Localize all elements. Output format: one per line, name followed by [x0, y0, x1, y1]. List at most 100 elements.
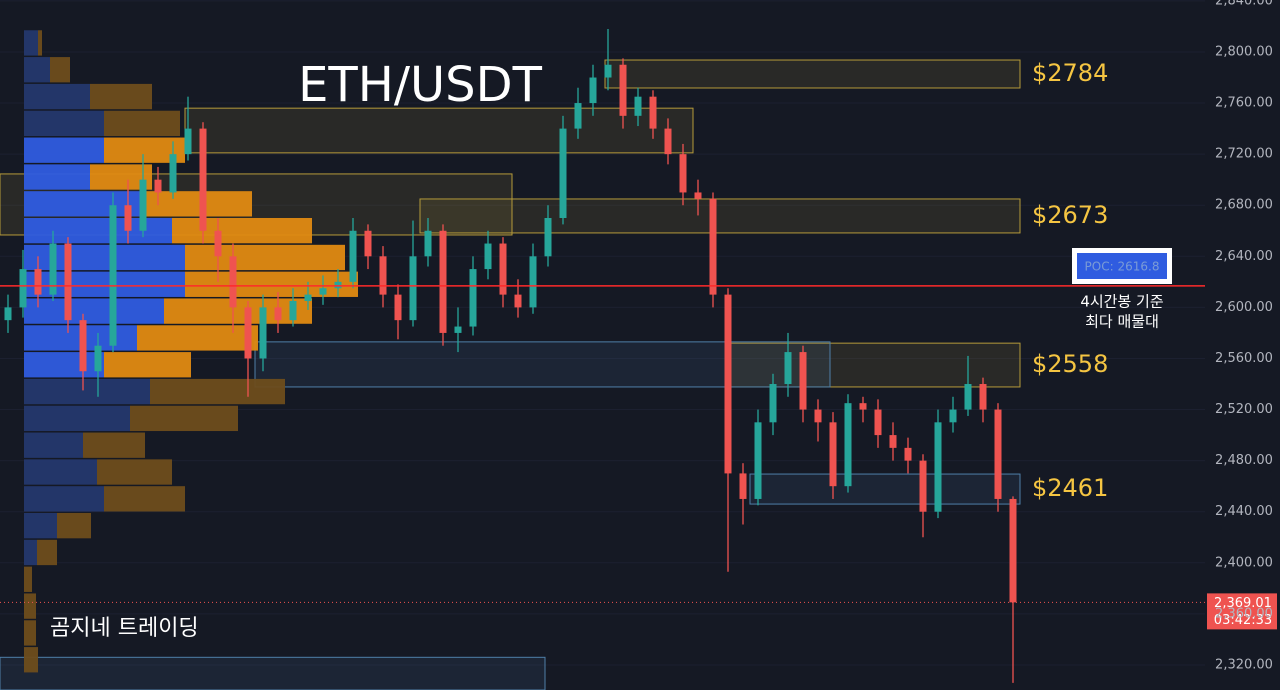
candles	[4, 28, 1017, 683]
zone	[254, 341, 831, 388]
profile-sell	[38, 30, 42, 56]
y-tick-label: 2,560.00	[1215, 351, 1273, 366]
candle-body	[544, 217, 552, 257]
profile-sell	[172, 217, 312, 244]
volume-profile	[24, 30, 358, 673]
profile-sell	[37, 539, 57, 566]
poc-note: 4시간봉 기준	[1080, 293, 1164, 311]
candle-body	[664, 128, 672, 155]
poc-label: POC: 2616.8	[1085, 260, 1160, 274]
profile-sell	[50, 57, 70, 83]
candle-body	[394, 294, 402, 321]
candle-body	[214, 230, 222, 257]
poc-box-inner	[1077, 253, 1167, 279]
y-tick-label: 2,400.00	[1215, 555, 1273, 570]
profile-buy	[24, 486, 104, 512]
zone-label: $2784	[1032, 59, 1108, 87]
candle-body	[484, 243, 492, 270]
profile-sell	[146, 191, 252, 217]
candle-body	[319, 288, 327, 295]
candle-body	[514, 294, 522, 308]
y-tick-label: 2,840.00	[1215, 0, 1273, 8]
candle-body	[739, 473, 747, 499]
candle-body	[34, 269, 42, 295]
candle-body	[139, 179, 147, 231]
last-price-label: 2,369.01	[1214, 596, 1272, 611]
candle-body	[499, 243, 507, 295]
zone	[184, 107, 694, 154]
zone-label: $2461	[1032, 474, 1108, 502]
candle-body	[274, 307, 282, 321]
profile-buy	[24, 244, 185, 271]
candle-body	[529, 256, 537, 308]
candle-body	[799, 352, 807, 410]
y-tick-label: 2,600.00	[1215, 300, 1273, 315]
profile-sell	[24, 593, 36, 619]
profile-sell	[57, 512, 91, 539]
candle-body	[1009, 498, 1017, 603]
profile-sell	[83, 432, 145, 458]
candle-body	[169, 154, 177, 193]
profile-buy	[24, 512, 57, 539]
candle-body	[949, 409, 957, 423]
profile-sell	[24, 620, 36, 646]
zone-label: $2673	[1032, 201, 1108, 229]
candle-body	[754, 422, 762, 499]
profile-buy	[24, 352, 104, 378]
candle-body	[49, 243, 57, 295]
candle-body	[589, 77, 597, 104]
candle-body	[964, 384, 972, 410]
candle-body	[469, 269, 477, 327]
y-tick-label: 2,320.00	[1215, 657, 1273, 672]
y-tick-label: 2,480.00	[1215, 453, 1273, 468]
profile-buy	[24, 83, 90, 110]
candle-body	[634, 96, 642, 116]
profile-sell	[90, 83, 152, 110]
last-price-box	[1207, 593, 1277, 630]
candle-body	[124, 205, 132, 231]
profile-buy	[24, 405, 130, 432]
candle-body	[154, 179, 162, 193]
candle-body	[784, 352, 792, 385]
profile-sell	[104, 110, 180, 137]
profile-buy	[24, 539, 37, 566]
candle-body	[679, 154, 687, 193]
candle-body	[454, 326, 462, 333]
profile-buy	[24, 432, 83, 458]
profile-buy	[24, 217, 172, 244]
candle-body	[4, 307, 12, 321]
candle-body	[814, 409, 822, 423]
y-tick-label: 2,720.00	[1215, 147, 1273, 162]
profile-sell	[130, 405, 238, 432]
profile-buy	[24, 459, 97, 485]
candle-body	[379, 256, 387, 295]
candle-body	[559, 128, 567, 218]
candle-body	[184, 128, 192, 155]
profile-sell	[185, 271, 358, 297]
y-tick-label: 2,800.00	[1215, 44, 1273, 59]
profile-buy	[24, 57, 50, 83]
candle-body	[199, 128, 207, 231]
y-tick-label: 2,760.00	[1215, 96, 1273, 111]
y-tick-label: 2,440.00	[1215, 504, 1273, 519]
candle-body	[244, 307, 252, 359]
profile-buy	[24, 298, 164, 324]
candle-body	[619, 64, 627, 116]
zone-label: $2558	[1032, 350, 1108, 378]
watermark: 곰지네 트레이딩	[50, 616, 199, 641]
zone	[749, 473, 1021, 505]
profile-buy	[24, 271, 185, 297]
candle-body	[844, 403, 852, 487]
candle-body	[424, 230, 432, 257]
profile-sell	[97, 459, 172, 485]
candle-body	[934, 422, 942, 512]
zone	[604, 59, 1021, 89]
candle-body	[919, 460, 927, 512]
candle-body	[724, 294, 732, 474]
profile-buy	[24, 137, 104, 163]
y-tick-label: 2,680.00	[1215, 198, 1273, 213]
chart-title: ETH/USDT	[298, 57, 542, 113]
candle-body	[79, 320, 87, 372]
profile-sell	[104, 486, 185, 512]
